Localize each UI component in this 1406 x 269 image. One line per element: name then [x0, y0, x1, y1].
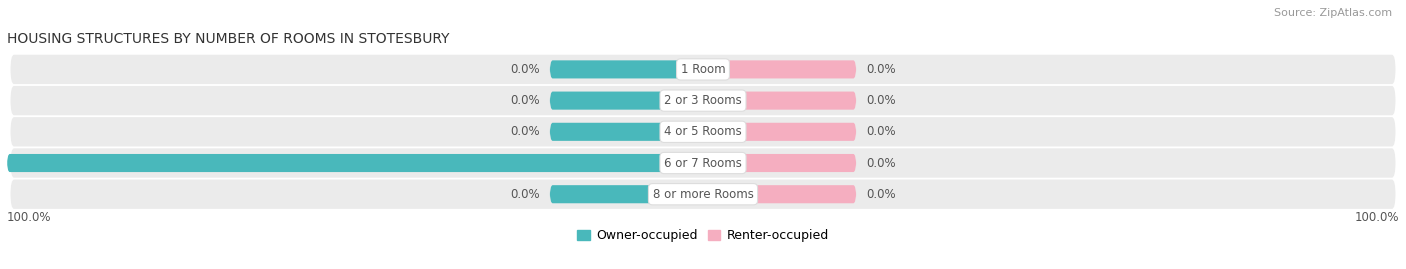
- Text: 0.0%: 0.0%: [510, 188, 540, 201]
- FancyBboxPatch shape: [10, 148, 1396, 178]
- FancyBboxPatch shape: [703, 91, 856, 110]
- Legend: Owner-occupied, Renter-occupied: Owner-occupied, Renter-occupied: [572, 224, 834, 247]
- Text: 0.0%: 0.0%: [510, 63, 540, 76]
- Text: 0.0%: 0.0%: [510, 94, 540, 107]
- FancyBboxPatch shape: [10, 117, 1396, 147]
- Text: 100.0%: 100.0%: [7, 211, 52, 224]
- FancyBboxPatch shape: [550, 91, 703, 110]
- Text: 8 or more Rooms: 8 or more Rooms: [652, 188, 754, 201]
- Text: Source: ZipAtlas.com: Source: ZipAtlas.com: [1274, 8, 1392, 18]
- Text: 1 Room: 1 Room: [681, 63, 725, 76]
- Text: 0.0%: 0.0%: [866, 157, 896, 169]
- Text: 6 or 7 Rooms: 6 or 7 Rooms: [664, 157, 742, 169]
- FancyBboxPatch shape: [10, 55, 1396, 84]
- FancyBboxPatch shape: [550, 185, 703, 203]
- FancyBboxPatch shape: [550, 123, 703, 141]
- FancyBboxPatch shape: [703, 185, 856, 203]
- FancyBboxPatch shape: [703, 123, 856, 141]
- FancyBboxPatch shape: [10, 86, 1396, 115]
- Text: 4 or 5 Rooms: 4 or 5 Rooms: [664, 125, 742, 138]
- FancyBboxPatch shape: [550, 60, 703, 79]
- Text: HOUSING STRUCTURES BY NUMBER OF ROOMS IN STOTESBURY: HOUSING STRUCTURES BY NUMBER OF ROOMS IN…: [7, 32, 450, 46]
- Text: 0.0%: 0.0%: [866, 125, 896, 138]
- FancyBboxPatch shape: [703, 154, 856, 172]
- Text: 100.0%: 100.0%: [1354, 211, 1399, 224]
- Text: 2 or 3 Rooms: 2 or 3 Rooms: [664, 94, 742, 107]
- Text: 0.0%: 0.0%: [866, 63, 896, 76]
- Text: 0.0%: 0.0%: [866, 188, 896, 201]
- Text: 0.0%: 0.0%: [866, 94, 896, 107]
- Text: 0.0%: 0.0%: [510, 125, 540, 138]
- FancyBboxPatch shape: [703, 60, 856, 79]
- FancyBboxPatch shape: [10, 179, 1396, 209]
- FancyBboxPatch shape: [7, 154, 703, 172]
